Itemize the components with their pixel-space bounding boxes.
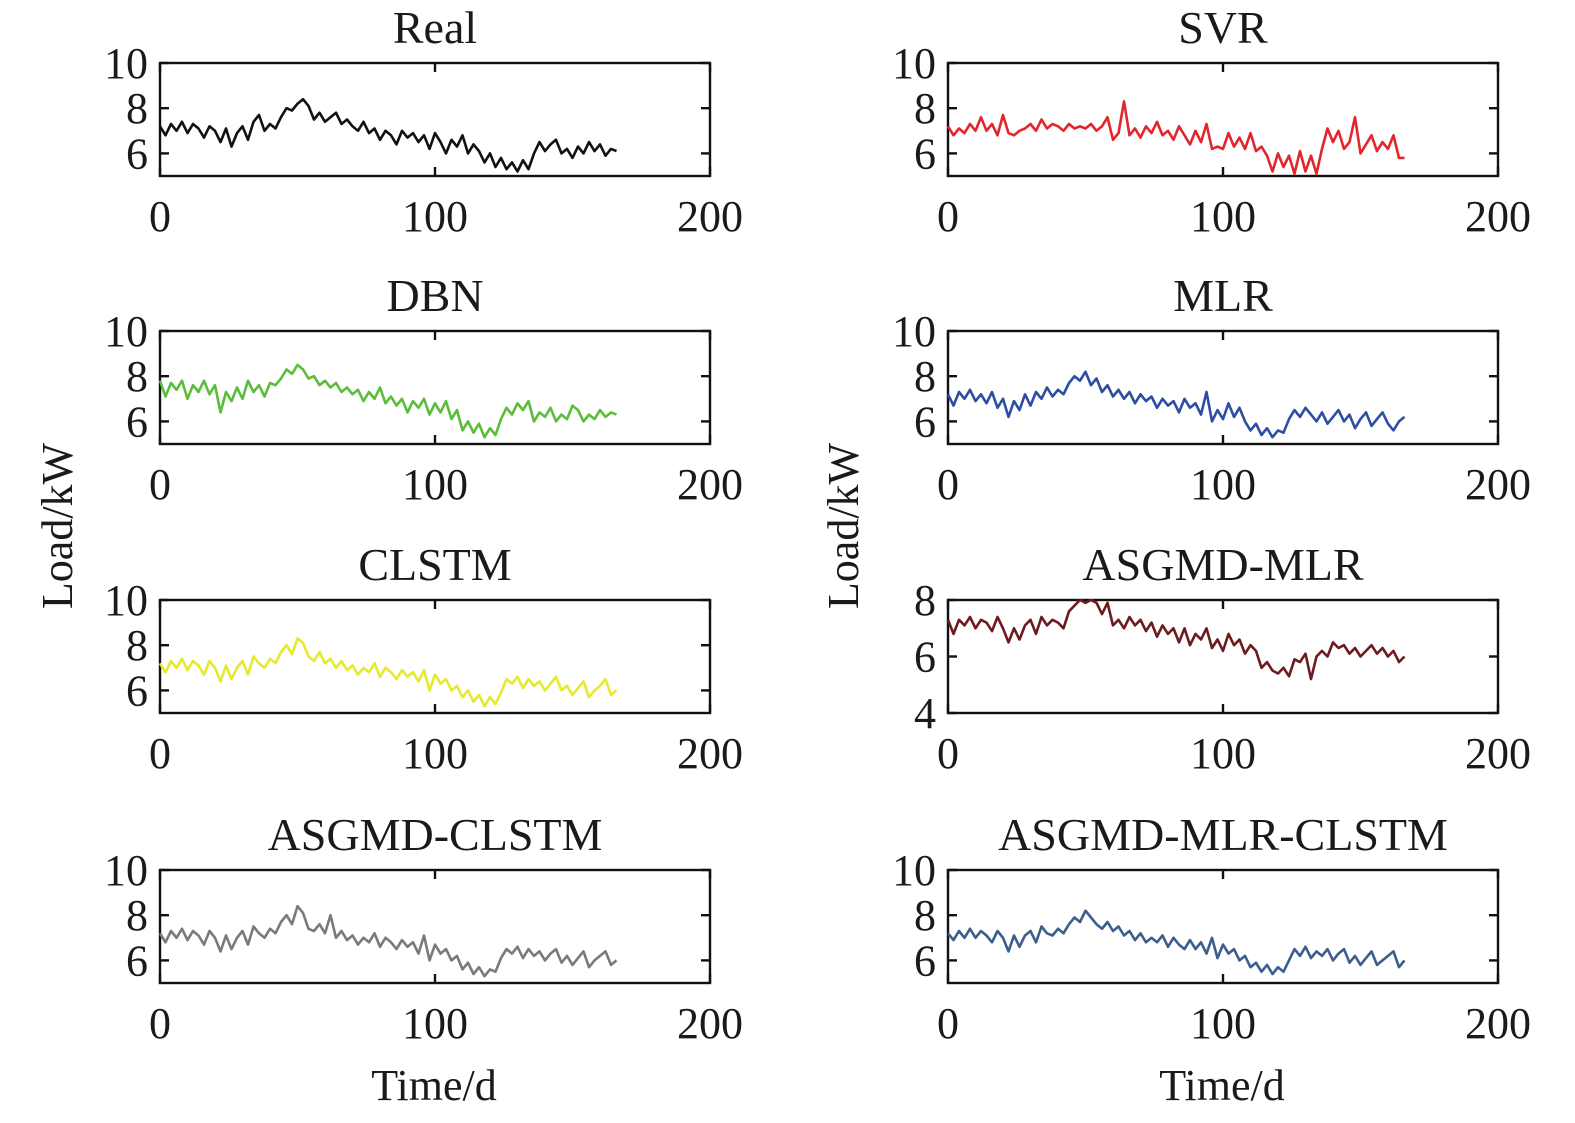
y-tick-label: 8 bbox=[126, 352, 148, 401]
panel-title: MLR bbox=[1173, 270, 1273, 321]
x-tick-label: 100 bbox=[402, 460, 468, 509]
y-tick-label: 10 bbox=[104, 846, 148, 895]
y-tick-label: 6 bbox=[126, 936, 148, 985]
x-tick-label: 0 bbox=[149, 999, 171, 1048]
x-tick-label: 100 bbox=[402, 192, 468, 241]
y-tick-label: 6 bbox=[914, 936, 936, 985]
y-tick-label: 4 bbox=[914, 689, 936, 738]
y-tick-label: 6 bbox=[914, 397, 936, 446]
axes-frame bbox=[946, 868, 1500, 985]
y-tick-label: 8 bbox=[914, 352, 936, 401]
x-tick-label: 0 bbox=[149, 729, 171, 778]
axes-frame bbox=[158, 61, 712, 178]
x-tick-label: 100 bbox=[402, 729, 468, 778]
axes-frame bbox=[158, 329, 712, 446]
y-tick-label: 8 bbox=[126, 84, 148, 133]
y-tick-label: 8 bbox=[914, 576, 936, 625]
y-tick-label: 6 bbox=[126, 129, 148, 178]
series-line bbox=[946, 370, 1406, 439]
panel-title: ASGMD-MLR-CLSTM bbox=[998, 809, 1448, 860]
ylabel-right: Load/kW bbox=[819, 442, 868, 609]
x-tick-label: 0 bbox=[937, 999, 959, 1048]
axes-frame bbox=[158, 868, 712, 985]
y-tick-label: 6 bbox=[914, 633, 936, 682]
y-tick-label: 8 bbox=[914, 891, 936, 940]
series-line bbox=[158, 904, 618, 978]
y-tick-label: 6 bbox=[126, 666, 148, 715]
x-tick-label: 200 bbox=[677, 192, 743, 241]
axes-frame bbox=[946, 61, 1500, 178]
series-line bbox=[158, 637, 618, 708]
panel-6: ASGMD-MLR 0 100 200 4 6 8 bbox=[914, 539, 1531, 778]
y-tick-label: 8 bbox=[126, 621, 148, 670]
x-tick-label: 100 bbox=[1190, 460, 1256, 509]
panel-title: ASGMD-CLSTM bbox=[268, 809, 603, 860]
x-tick-label: 0 bbox=[937, 192, 959, 241]
y-tick-label: 10 bbox=[104, 39, 148, 88]
x-tick-label: 200 bbox=[677, 999, 743, 1048]
axes-frame bbox=[946, 329, 1500, 446]
x-tick-label: 200 bbox=[1465, 460, 1531, 509]
y-tick-label: 10 bbox=[892, 846, 936, 895]
x-tick-label: 200 bbox=[677, 460, 743, 509]
panel-title: ASGMD-MLR bbox=[1082, 539, 1363, 590]
y-tick-label: 8 bbox=[126, 891, 148, 940]
x-tick-label: 0 bbox=[149, 460, 171, 509]
panel-title: CLSTM bbox=[358, 539, 511, 590]
xlabel-right: Time/d bbox=[1159, 1061, 1285, 1110]
x-tick-label: 200 bbox=[677, 729, 743, 778]
x-tick-label: 100 bbox=[1190, 729, 1256, 778]
x-tick-label: 100 bbox=[1190, 192, 1256, 241]
series-line bbox=[158, 97, 617, 173]
panel-title: SVR bbox=[1178, 2, 1268, 53]
series-line bbox=[946, 598, 1406, 681]
x-tick-label: 200 bbox=[1465, 999, 1531, 1048]
y-tick-label: 10 bbox=[104, 576, 148, 625]
x-tick-label: 0 bbox=[937, 729, 959, 778]
ylabel-left: Load/kW bbox=[33, 442, 82, 609]
series-line bbox=[946, 100, 1405, 175]
panel-title: DBN bbox=[386, 270, 483, 321]
x-tick-label: 100 bbox=[402, 999, 468, 1048]
series-line bbox=[946, 909, 1406, 976]
x-tick-label: 0 bbox=[149, 192, 171, 241]
x-tick-label: 100 bbox=[1190, 999, 1256, 1048]
y-tick-label: 6 bbox=[126, 397, 148, 446]
x-tick-label: 200 bbox=[1465, 192, 1531, 241]
series-line bbox=[158, 363, 617, 439]
y-tick-label: 10 bbox=[892, 307, 936, 356]
y-tick-label: 10 bbox=[104, 307, 148, 356]
y-tick-label: 10 bbox=[892, 39, 936, 88]
axes-frame bbox=[946, 598, 1500, 715]
xlabel-left: Time/d bbox=[371, 1061, 497, 1110]
y-tick-label: 6 bbox=[914, 129, 936, 178]
x-tick-label: 0 bbox=[937, 460, 959, 509]
panel-title: Real bbox=[393, 2, 477, 53]
axes-frame bbox=[158, 598, 712, 715]
y-tick-label: 8 bbox=[914, 84, 936, 133]
x-tick-label: 200 bbox=[1465, 729, 1531, 778]
